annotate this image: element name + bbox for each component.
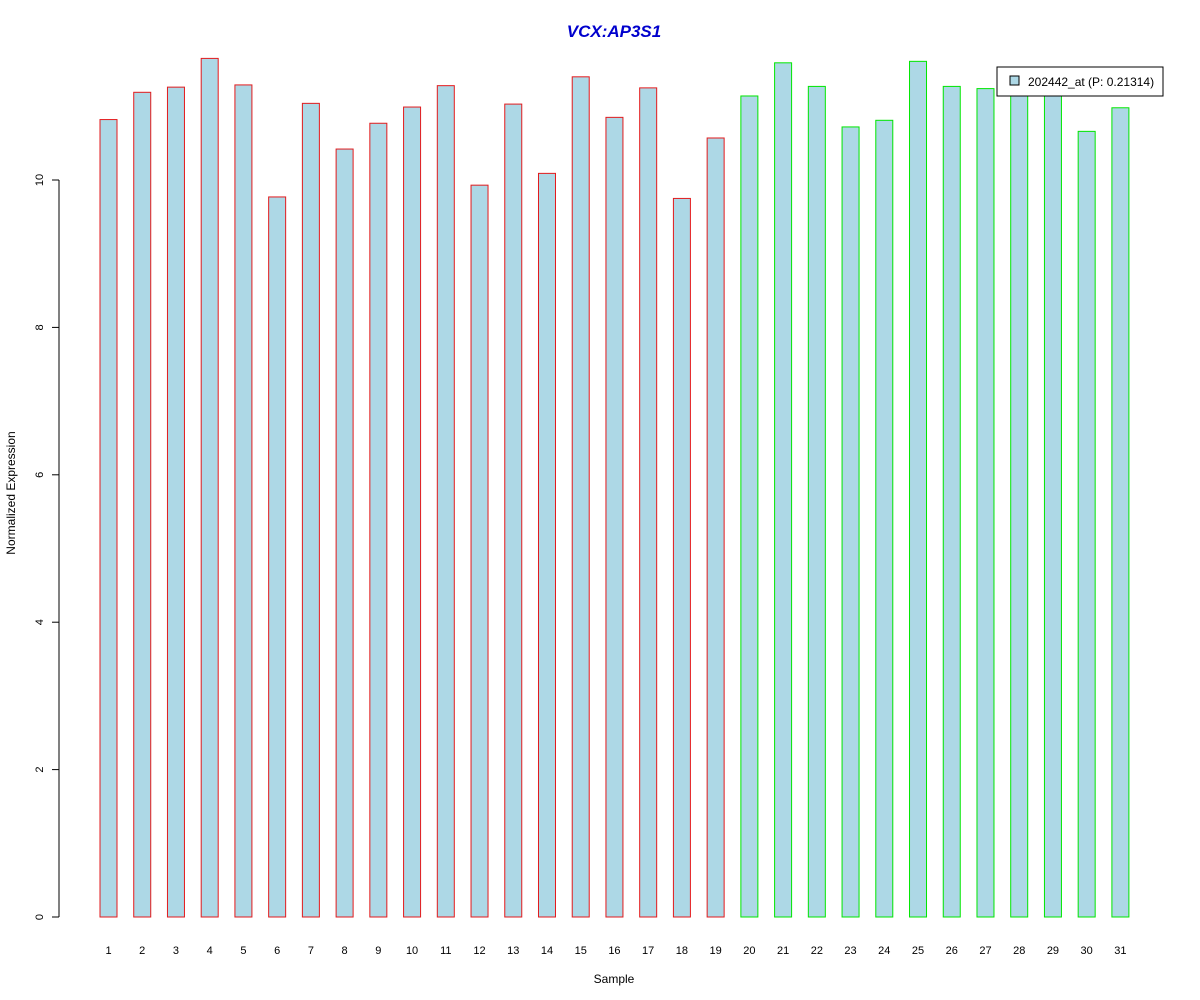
x-tick-label: 8 xyxy=(342,945,348,957)
bar xyxy=(99,119,118,918)
x-tick-label: 22 xyxy=(811,945,823,957)
y-tick-label: 2 xyxy=(34,767,46,773)
bar xyxy=(807,85,826,918)
bar xyxy=(976,88,995,918)
y-tick-label: 0 xyxy=(34,914,46,920)
bar xyxy=(942,85,961,918)
bar xyxy=(774,62,793,918)
x-axis-label: Sample xyxy=(594,972,635,986)
bar xyxy=(1111,107,1130,918)
x-tick-label: 27 xyxy=(979,945,991,957)
x-tick-label: 10 xyxy=(406,945,418,957)
bar xyxy=(504,103,523,918)
x-tick-label: 15 xyxy=(575,945,587,957)
x-tick-label: 14 xyxy=(541,945,553,957)
bar xyxy=(1077,130,1096,918)
bar xyxy=(1010,91,1029,918)
bar xyxy=(909,60,928,918)
x-tick-label: 31 xyxy=(1114,945,1126,957)
bar xyxy=(841,126,860,918)
chart-title: VCX:AP3S1 xyxy=(567,22,661,41)
bar xyxy=(1043,91,1062,918)
bar xyxy=(571,76,590,918)
bar xyxy=(672,197,691,918)
x-tick-label: 24 xyxy=(878,945,890,957)
bars xyxy=(99,57,1130,918)
x-tick-label: 5 xyxy=(240,945,246,957)
y-tick-label: 6 xyxy=(34,472,46,478)
bar xyxy=(875,119,894,918)
x-tick-label: 20 xyxy=(743,945,755,957)
x-tick-label: 9 xyxy=(375,945,381,957)
bar xyxy=(706,137,725,918)
legend: 202442_at (P: 0.21314) xyxy=(996,66,1164,97)
x-tick-label: 25 xyxy=(912,945,924,957)
y-axis: 0 2 4 6 8 10 xyxy=(34,174,60,920)
bar xyxy=(369,122,388,918)
bar xyxy=(234,84,253,918)
bar xyxy=(605,116,624,918)
bar xyxy=(740,95,759,918)
legend-box xyxy=(996,66,1164,97)
x-tick-label: 13 xyxy=(507,945,519,957)
y-tick-label: 10 xyxy=(34,174,46,186)
y-tick-label: 4 xyxy=(34,619,46,625)
x-tick-label: 12 xyxy=(473,945,485,957)
bar xyxy=(335,148,354,918)
x-tick-label: 23 xyxy=(844,945,856,957)
x-tick-label: 30 xyxy=(1081,945,1093,957)
bar xyxy=(436,85,455,918)
x-tick-label: 7 xyxy=(308,945,314,957)
x-tick-label: 28 xyxy=(1013,945,1025,957)
legend-swatch xyxy=(1009,75,1020,86)
bar xyxy=(470,184,489,918)
x-tick-label: 17 xyxy=(642,945,654,957)
x-tick-label: 29 xyxy=(1047,945,1059,957)
bar xyxy=(166,86,185,918)
bar xyxy=(268,196,287,918)
bar xyxy=(133,91,152,918)
bar xyxy=(639,87,658,918)
x-tick-label: 4 xyxy=(207,945,213,957)
x-tick-label: 18 xyxy=(676,945,688,957)
x-tick-label: 2 xyxy=(139,945,145,957)
x-tick-label: 6 xyxy=(274,945,280,957)
x-tick-labels: 1 2 3 4 5 6 7 8 9 10 11 12 13 14 15 16 17 18 19 20 21 22 23 24 2… xyxy=(105,945,1126,957)
y-tick-label: 8 xyxy=(34,324,46,330)
x-tick-label: 19 xyxy=(710,945,722,957)
y-axis-label: Normalized Expression xyxy=(4,431,18,554)
x-tick-label: 3 xyxy=(173,945,179,957)
bar xyxy=(301,102,320,918)
bar xyxy=(200,57,219,918)
x-tick-label: 11 xyxy=(440,945,451,957)
x-tick-label: 1 xyxy=(105,945,111,957)
x-tick-label: 21 xyxy=(777,945,789,957)
x-tick-label: 26 xyxy=(946,945,958,957)
legend-entry: 202442_at (P: 0.21314) xyxy=(1028,75,1154,89)
x-tick-label: 16 xyxy=(608,945,620,957)
bar xyxy=(403,106,422,918)
bar xyxy=(537,172,556,918)
